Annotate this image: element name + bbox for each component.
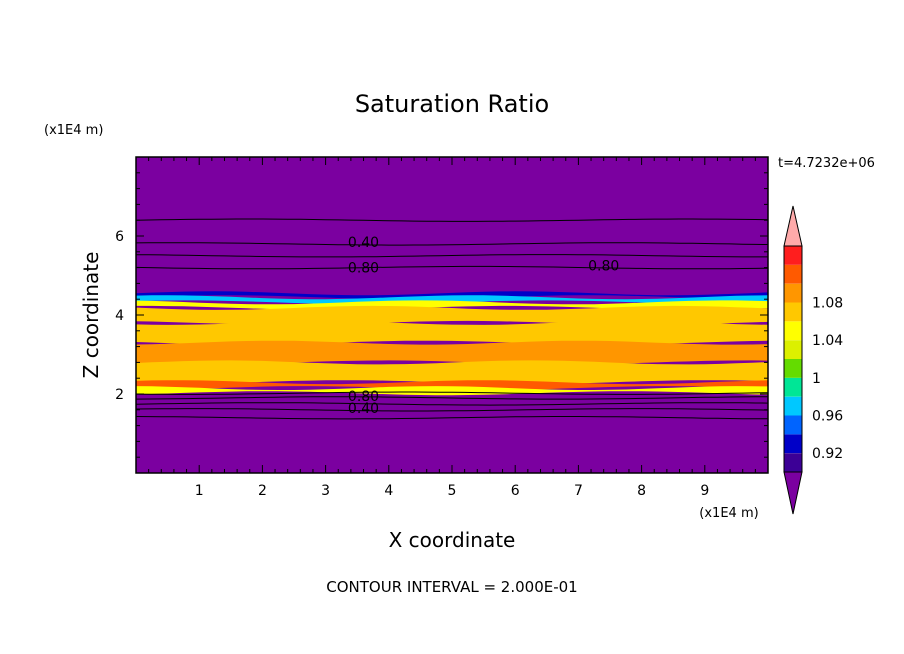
- colorbar-segment: [784, 415, 802, 435]
- colorbar-segment: [784, 434, 802, 454]
- heatmap-layer: [136, 291, 768, 300]
- x-tick-label: 5: [448, 483, 457, 499]
- contour-labels: 0.400.80 0.800.800.40: [348, 235, 619, 417]
- x-axis-label: X coordinate: [389, 528, 516, 552]
- heatmap-layer: [136, 340, 768, 365]
- heatmap-layer: [136, 295, 768, 305]
- colorbar-top-arrow: [783, 205, 803, 247]
- colorbar-segment: [784, 283, 802, 303]
- colorbar-segment: [784, 246, 802, 265]
- heatmap-layer: [136, 320, 768, 345]
- colorbar-label: 0.92: [812, 446, 843, 462]
- contour-line: [136, 265, 768, 270]
- colorbar-frame: [783, 245, 803, 473]
- colorbar-segment: [784, 302, 802, 322]
- contour-label: 0.40: [348, 235, 379, 251]
- heatmap-layer: [136, 386, 768, 396]
- colorbar-segment: [784, 396, 802, 416]
- y-tick-label: 2: [115, 387, 124, 403]
- colorbar-segment: [784, 453, 802, 472]
- heatmap-layer: [136, 360, 768, 385]
- x-tick-label: 9: [700, 483, 709, 499]
- time-label: t=4.7232e+06: [778, 156, 875, 171]
- colorbar-label: 1.04: [812, 333, 843, 349]
- x-tick-label: 3: [321, 483, 330, 499]
- contour-line: [136, 396, 768, 400]
- chart-title: Saturation Ratio: [355, 90, 549, 118]
- colorbar-label: 1: [812, 371, 821, 387]
- contour-line: [136, 416, 768, 420]
- heatmap-layer: [136, 305, 768, 325]
- colorbar: 0.92 0.96 1 1.04 1.08: [783, 205, 843, 515]
- contour-line: [136, 254, 768, 258]
- contour-label: 0.80: [348, 261, 379, 277]
- colorbar-segment: [784, 377, 802, 397]
- x-tick-label: 4: [384, 483, 393, 499]
- contour-lines: [136, 218, 768, 420]
- y-axis-ticks: 2 4 6: [115, 156, 768, 474]
- contour-label: 0.80: [588, 259, 619, 275]
- contour-label: 0.40: [348, 401, 379, 417]
- x-tick-label: 7: [574, 483, 583, 499]
- colorbar-segment: [784, 359, 802, 378]
- colorbar-segment: [784, 340, 802, 359]
- x-tick-label: 8: [637, 483, 646, 499]
- colorbar-segment: [784, 264, 802, 284]
- x-tick-label: 6: [511, 483, 520, 499]
- contour-line: [136, 218, 768, 222]
- colorbar-bottom-arrow: [783, 471, 803, 515]
- heatmap-plot-area: [136, 157, 768, 473]
- heatmap-layers: [136, 291, 768, 396]
- contour-line: [136, 408, 768, 412]
- contour-interval-note: CONTOUR INTERVAL = 2.000E-01: [326, 578, 577, 596]
- colorbar-label: 1.08: [812, 296, 843, 312]
- x-tick-label: 2: [258, 483, 267, 499]
- x-units-label: (x1E4 m): [699, 506, 758, 521]
- colorbar-label: 0.96: [812, 409, 843, 425]
- contour-line: [136, 242, 768, 246]
- y-axis-label: Z coordinate: [79, 252, 103, 379]
- contour-line: [136, 391, 768, 395]
- y-tick-label: 6: [115, 229, 124, 245]
- heatmap-layer: [136, 380, 768, 390]
- colorbar-segment: [784, 321, 802, 341]
- contour-line: [136, 402, 768, 406]
- x-tick-label: 1: [195, 483, 204, 499]
- contour-label: 0.80: [348, 389, 379, 405]
- y-units-label: (x1E4 m): [44, 123, 103, 138]
- y-tick-label: 4: [115, 308, 124, 324]
- x-axis-ticks: 1 2 3 4 5 6 7 8 9: [135, 157, 769, 499]
